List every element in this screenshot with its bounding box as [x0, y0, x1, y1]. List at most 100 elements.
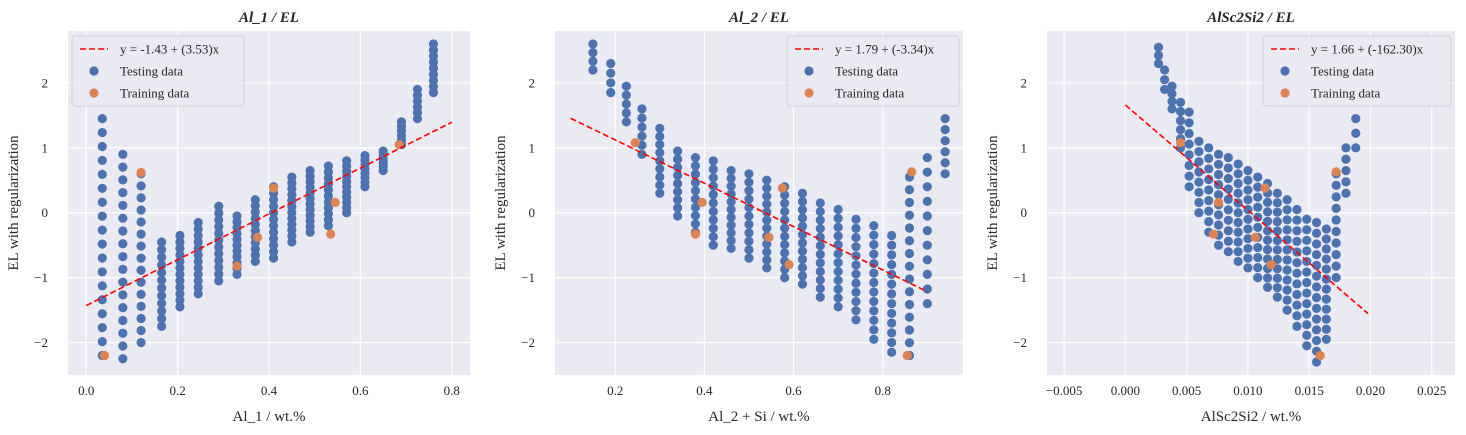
testing-point	[97, 267, 107, 277]
training-point	[777, 183, 788, 193]
testing-point	[922, 182, 932, 192]
testing-point	[762, 199, 772, 209]
x-tick-label: 0.8	[444, 383, 460, 398]
testing-point	[1282, 275, 1292, 285]
testing-point	[214, 276, 224, 286]
testing-point	[193, 230, 203, 241]
testing-point	[136, 301, 146, 311]
testing-point	[797, 271, 808, 281]
y-axis-label: EL with regularization	[493, 135, 509, 271]
testing-point	[815, 258, 825, 268]
testing-point	[97, 197, 107, 207]
testing-point	[726, 204, 736, 215]
testing-point	[1253, 202, 1263, 212]
testing-point	[1282, 305, 1292, 315]
testing-point	[815, 266, 825, 277]
testing-point	[1243, 165, 1253, 176]
testing-point	[1194, 146, 1204, 157]
legend: y = 1.79 + (-3.34)x Testing data Trainin…	[786, 35, 960, 107]
testing-point	[1321, 244, 1331, 254]
testing-point	[1213, 159, 1224, 170]
testing-point	[673, 211, 683, 221]
testing-point	[1194, 136, 1204, 146]
testing-point	[323, 221, 333, 231]
testing-point	[1262, 273, 1273, 283]
testing-point	[175, 250, 185, 260]
testing-point	[214, 269, 224, 279]
testing-point	[1233, 159, 1243, 169]
testing-point	[1311, 228, 1322, 238]
testing-point	[815, 224, 825, 234]
fit-line	[570, 117, 928, 293]
testing-point	[175, 289, 185, 299]
testing-point	[1223, 184, 1233, 194]
x-tick-label: 0.010	[1233, 383, 1262, 398]
testing-point	[690, 177, 701, 188]
testing-point	[708, 215, 718, 225]
testing-point	[97, 155, 107, 166]
x-tick-label: 0.015	[1295, 383, 1324, 398]
testing-point	[214, 215, 224, 225]
testing-point	[1272, 254, 1282, 264]
testing-point	[815, 241, 825, 251]
testing-point	[780, 190, 790, 200]
testing-point	[940, 158, 950, 168]
y-tick-label: 1	[42, 140, 49, 155]
testing-point	[726, 189, 736, 199]
testing-point	[851, 223, 861, 233]
testing-point	[851, 214, 861, 224]
testing-point	[1253, 262, 1263, 273]
testing-point	[606, 88, 616, 98]
testing-point	[922, 269, 932, 279]
training-point	[1175, 138, 1186, 148]
testing-point	[1272, 207, 1282, 217]
testing-point	[1184, 182, 1194, 192]
testing-point	[655, 123, 665, 133]
testing-point	[1194, 197, 1204, 208]
testing-point	[708, 240, 718, 250]
testing-point	[157, 314, 167, 324]
testing-point	[887, 337, 897, 348]
testing-point	[1194, 208, 1204, 218]
testing-point	[1262, 282, 1273, 292]
testing-point	[637, 104, 647, 114]
testing-point	[588, 48, 598, 58]
testing-point	[673, 146, 683, 156]
testing-point	[690, 219, 701, 229]
testing-point	[193, 276, 203, 286]
testing-point	[175, 230, 185, 241]
testing-point	[136, 193, 146, 203]
testing-point	[1292, 236, 1302, 246]
testing-point	[708, 173, 718, 183]
testing-point	[1331, 226, 1341, 237]
data-marks	[85, 39, 453, 364]
testing-point	[922, 225, 932, 236]
testing-point	[1223, 215, 1233, 225]
testing-point	[780, 273, 790, 283]
testing-point	[287, 237, 297, 247]
testing-point	[136, 229, 146, 239]
testing-point	[1253, 172, 1263, 182]
testing-point	[1194, 187, 1204, 197]
testing-point	[904, 312, 915, 322]
testing-point	[1262, 245, 1273, 255]
testing-point	[708, 232, 718, 242]
testing-point	[1204, 164, 1214, 174]
testing-point	[1272, 245, 1282, 255]
x-tick-label: 0.2	[170, 383, 186, 398]
testing-point	[97, 309, 107, 319]
legend-box	[786, 35, 960, 107]
testing-point	[136, 289, 146, 299]
testing-point	[118, 162, 128, 172]
testing-point	[1331, 261, 1341, 271]
testing-point	[175, 237, 185, 247]
testing-point	[887, 289, 897, 299]
y-axis-label: EL with regularization	[985, 135, 1001, 271]
testing-point	[1292, 226, 1302, 236]
x-tick-label: −0.005	[1046, 383, 1083, 398]
testing-point	[621, 81, 631, 91]
legend-testing-swatch	[804, 66, 814, 76]
testing-point	[708, 223, 718, 233]
testing-point	[1282, 265, 1292, 275]
testing-point	[1351, 114, 1361, 124]
